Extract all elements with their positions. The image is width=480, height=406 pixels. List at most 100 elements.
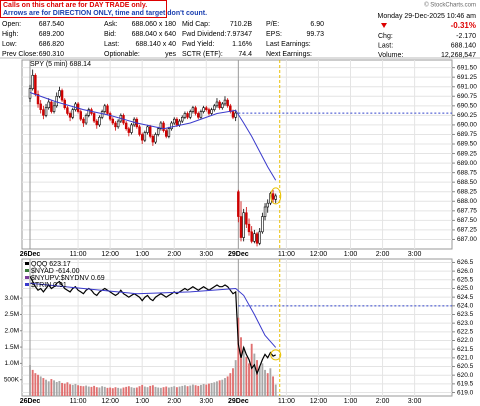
y-tick-label: 687.50 [457, 217, 477, 224]
volume-bar [183, 385, 186, 396]
candle-body [210, 109, 213, 114]
field-value: 689.200 [39, 31, 64, 38]
field-label: Chg: [378, 33, 393, 40]
y-tick-label: 687.75 [457, 208, 477, 215]
y-tick-label: 619.0 [457, 389, 474, 396]
datetime: Monday 29-Dec-2025 10:46 am [378, 13, 477, 20]
x-tick-label: 3:00 [408, 251, 422, 258]
volume-bar [50, 379, 53, 396]
volume-bar [162, 387, 165, 396]
candle-body [199, 111, 203, 118]
field-label: Open: [2, 21, 21, 28]
volume-bar [213, 382, 216, 396]
volume-bar [130, 387, 133, 396]
candle-body [173, 118, 176, 124]
candle-body [66, 107, 69, 114]
candle-body [82, 118, 85, 124]
y2-tick-label: 2.5M [5, 311, 19, 318]
volume-bar [58, 380, 61, 396]
candle-body [258, 231, 261, 244]
volume-bar [224, 378, 226, 396]
candle-body [31, 74, 34, 89]
legend-marker [25, 269, 29, 272]
volume-bar [234, 360, 237, 396]
volume-bar [47, 381, 50, 396]
candle-body [189, 111, 192, 118]
candle-body [156, 128, 160, 135]
volume-bar [253, 353, 256, 396]
candle-body [44, 107, 48, 116]
volume-bar [95, 387, 98, 396]
candle-body [245, 212, 248, 225]
field-label: Mid Cap: [182, 21, 210, 28]
field-value: 686.820 [39, 41, 64, 48]
x-tick-label: 1:00 [135, 251, 149, 258]
x-tick-label: 1:00 [344, 398, 358, 405]
volume-bar [269, 368, 272, 396]
candle-body [151, 136, 155, 143]
field-label: Volume: [378, 52, 403, 59]
y-tick-label: 619.5 [457, 381, 474, 388]
volume-bar [157, 387, 160, 396]
candle-body [186, 113, 189, 118]
volume-bar [221, 379, 224, 396]
volume-bar [197, 385, 200, 396]
candle-body [202, 107, 205, 112]
legend-label: $NYUPV:$NYDNV 0.69 [31, 275, 105, 282]
y-tick-label: 690.75 [457, 93, 477, 100]
x-tick-label: 11:00 [278, 251, 295, 258]
volume-bar [111, 388, 114, 396]
candle-body [138, 126, 141, 135]
volume-bar [114, 387, 117, 396]
moving-average [29, 282, 277, 348]
volume-bar [191, 384, 194, 396]
candle-body [175, 118, 179, 126]
candle-body [92, 113, 96, 122]
volume-bar [202, 383, 205, 396]
volume-bar [29, 365, 31, 396]
y-tick-label: 687.00 [457, 236, 477, 243]
candle-body [100, 111, 104, 118]
volume-bar [87, 386, 90, 396]
volume-bar [106, 387, 109, 396]
field-value: 12,268,547 [441, 52, 476, 59]
candle-body [255, 233, 259, 244]
chart-title: SPY (5 min) 688.14 [30, 61, 91, 68]
volume-bar [258, 366, 261, 396]
volume-bar [125, 386, 128, 396]
volume-bar [146, 387, 149, 396]
volume-bar [175, 387, 178, 396]
y-tick-label: 625.0 [457, 285, 474, 292]
candle-body [218, 101, 221, 109]
candle-body [223, 99, 227, 105]
candle-body [114, 122, 117, 128]
volume-bar [71, 384, 74, 396]
x-tick-label: 2:00 [167, 251, 181, 258]
volume-bar [194, 385, 197, 396]
field-value: -2.170 [456, 33, 476, 40]
volume-bar [151, 385, 154, 396]
field-label: Last Earnings: [266, 41, 311, 48]
field-label: Fwd Yield: [182, 41, 214, 48]
volume-bar [82, 386, 85, 396]
volume-bar [85, 385, 88, 396]
candle-body [52, 105, 56, 112]
field-label: Bid: [104, 31, 116, 38]
y-tick-label: 689.50 [457, 141, 477, 148]
y-tick-label: 691.25 [457, 74, 477, 81]
volume-bar [90, 386, 93, 396]
volume-bar [232, 368, 234, 396]
y-tick-label: 626.0 [457, 268, 474, 275]
candle-body [36, 94, 40, 105]
field-value: yes [165, 51, 176, 58]
candle-body [253, 233, 256, 242]
x-tick-label: 3:00 [199, 398, 213, 405]
y-tick-label: 687.25 [457, 227, 477, 234]
candle-body [261, 216, 264, 233]
field-label: SCTR (ETF): [182, 51, 223, 58]
candle-body [47, 101, 50, 109]
volume-bar [272, 376, 274, 396]
candle-body [271, 193, 275, 200]
field-label: Optionable: [104, 51, 140, 58]
candle-body [215, 101, 219, 107]
